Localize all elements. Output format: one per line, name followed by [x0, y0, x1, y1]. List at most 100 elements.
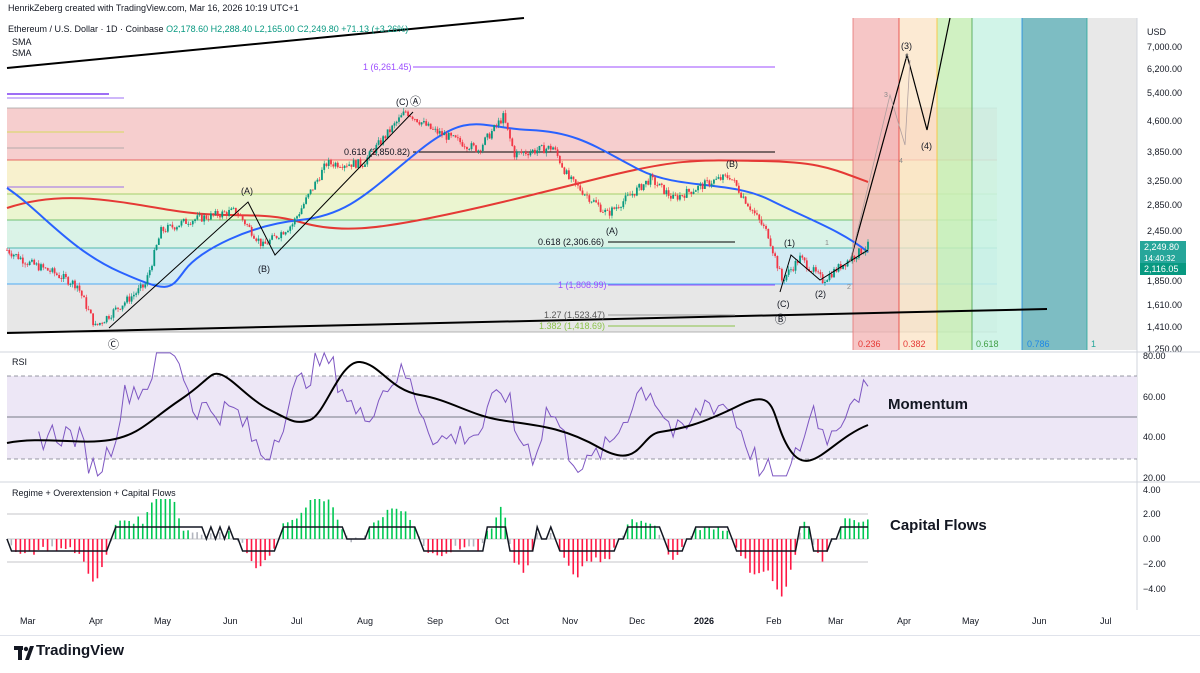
- flow-bar[interactable]: [867, 519, 869, 539]
- flow-bar[interactable]: [436, 539, 439, 556]
- candle-body[interactable]: [667, 190, 670, 196]
- flow-bar[interactable]: [486, 530, 488, 539]
- price-axis[interactable]: 7,000.00 6,200.00 5,400.00 4,600.00 3,85…: [1147, 42, 1182, 354]
- candle-body[interactable]: [694, 190, 697, 192]
- candle-body[interactable]: [80, 290, 83, 296]
- flow-bar[interactable]: [676, 539, 679, 555]
- candle-body[interactable]: [781, 268, 783, 281]
- flow-bar[interactable]: [409, 519, 411, 539]
- candle-body[interactable]: [731, 179, 733, 181]
- flow-bar[interactable]: [241, 539, 244, 543]
- flow-bar[interactable]: [191, 532, 194, 539]
- candle-body[interactable]: [237, 213, 240, 216]
- candle-body[interactable]: [71, 280, 74, 285]
- flow-bar[interactable]: [137, 516, 140, 539]
- candle-body[interactable]: [78, 285, 81, 291]
- sma-legend-2[interactable]: SMA: [12, 48, 32, 58]
- candle-body[interactable]: [536, 150, 539, 154]
- flow-bar[interactable]: [377, 520, 380, 539]
- candle-body[interactable]: [262, 241, 264, 246]
- flow-bar[interactable]: [812, 539, 815, 545]
- candle-body[interactable]: [398, 117, 400, 122]
- candle-body[interactable]: [624, 195, 627, 202]
- candle-body[interactable]: [280, 232, 283, 239]
- candle-body[interactable]: [250, 226, 253, 236]
- candle-body[interactable]: [49, 270, 51, 272]
- candle-body[interactable]: [724, 174, 727, 176]
- candle-body[interactable]: [110, 317, 113, 319]
- candle-body[interactable]: [774, 253, 777, 257]
- candle-body[interactable]: [826, 280, 829, 282]
- flow-bar[interactable]: [844, 518, 846, 539]
- candle-body[interactable]: [579, 185, 582, 191]
- flow-bar[interactable]: [368, 527, 371, 539]
- flow-bar[interactable]: [626, 524, 629, 539]
- flow-bar[interactable]: [649, 523, 652, 539]
- candle-body[interactable]: [699, 183, 702, 186]
- candle-body[interactable]: [486, 133, 489, 138]
- candle-body[interactable]: [860, 248, 863, 254]
- candle-body[interactable]: [307, 193, 310, 198]
- candle-body[interactable]: [164, 231, 167, 232]
- flow-bar[interactable]: [37, 539, 40, 551]
- candle-body[interactable]: [812, 267, 815, 272]
- candle-body[interactable]: [194, 219, 196, 222]
- candle-body[interactable]: [126, 296, 128, 303]
- candle-body[interactable]: [348, 164, 351, 166]
- symbol-name[interactable]: Ethereum / U.S. Dollar · 1D · Coinbase: [8, 24, 164, 34]
- flow-bar[interactable]: [309, 499, 312, 539]
- flow-bar[interactable]: [160, 499, 162, 539]
- candle-body[interactable]: [747, 203, 749, 207]
- candle-body[interactable]: [35, 263, 38, 265]
- candle-body[interactable]: [846, 260, 849, 267]
- flow-bar[interactable]: [699, 530, 701, 539]
- flow-bar[interactable]: [105, 539, 108, 555]
- flow-bar[interactable]: [123, 520, 126, 539]
- tradingview-brand[interactable]: TradingView: [36, 642, 125, 659]
- candle-body[interactable]: [742, 196, 745, 198]
- candle-body[interactable]: [389, 129, 391, 133]
- flow-bar[interactable]: [286, 522, 289, 539]
- candle-body[interactable]: [506, 122, 509, 130]
- candle-body[interactable]: [574, 179, 577, 184]
- candle-body[interactable]: [753, 210, 756, 214]
- flow-bar[interactable]: [413, 526, 416, 539]
- candle-body[interactable]: [481, 144, 484, 151]
- candle-body[interactable]: [309, 189, 312, 194]
- flow-bar[interactable]: [817, 539, 819, 553]
- candle-body[interactable]: [257, 238, 260, 241]
- candle-body[interactable]: [15, 254, 17, 255]
- candle-body[interactable]: [336, 162, 339, 168]
- flow-bar[interactable]: [182, 530, 185, 539]
- candle-body[interactable]: [765, 226, 767, 229]
- flow-bar[interactable]: [15, 539, 17, 552]
- candle-body[interactable]: [760, 219, 763, 225]
- wave-path[interactable]: [779, 249, 869, 293]
- flow-bar[interactable]: [282, 523, 285, 539]
- candle-body[interactable]: [833, 268, 835, 278]
- candle-body[interactable]: [359, 159, 362, 166]
- candle-body[interactable]: [83, 295, 85, 298]
- candle-body[interactable]: [597, 202, 600, 205]
- candle-body[interactable]: [24, 263, 27, 265]
- flow-bar[interactable]: [726, 530, 729, 539]
- flow-bar[interactable]: [146, 512, 149, 539]
- candle-body[interactable]: [182, 218, 185, 222]
- candle-body[interactable]: [293, 218, 296, 225]
- candle-body[interactable]: [794, 261, 797, 271]
- flow-bar[interactable]: [73, 539, 76, 554]
- flow-bar[interactable]: [635, 522, 638, 539]
- flow-bar[interactable]: [595, 539, 597, 558]
- candle-body[interactable]: [361, 165, 364, 167]
- candle-body[interactable]: [296, 216, 298, 219]
- flow-bar[interactable]: [422, 539, 425, 546]
- candle-body[interactable]: [577, 183, 579, 186]
- flow-bar[interactable]: [55, 539, 58, 552]
- candle-body[interactable]: [534, 149, 536, 154]
- candle-body[interactable]: [706, 180, 709, 182]
- candle-body[interactable]: [697, 185, 699, 191]
- flow-bar[interactable]: [826, 539, 828, 552]
- candle-body[interactable]: [395, 121, 398, 124]
- candle-body[interactable]: [690, 191, 693, 194]
- candle-body[interactable]: [148, 270, 151, 276]
